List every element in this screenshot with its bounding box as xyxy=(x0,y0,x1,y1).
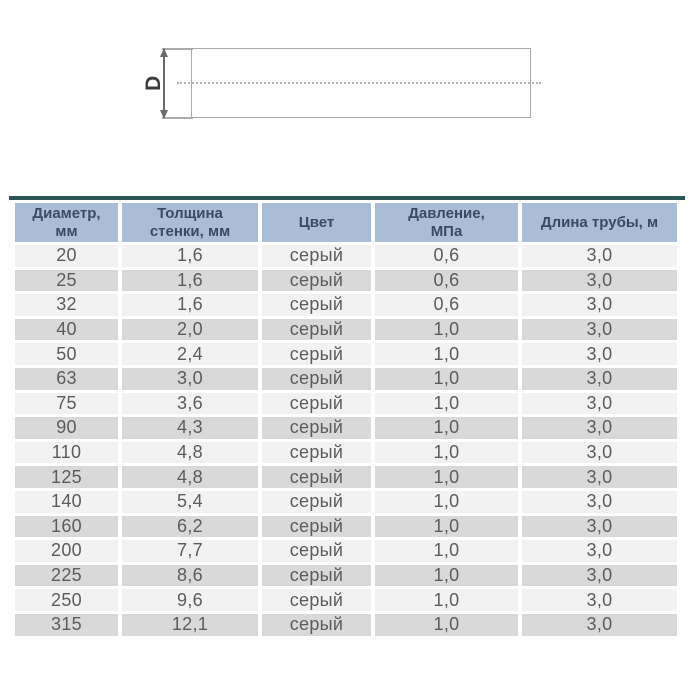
table-cell: 4,3 xyxy=(122,417,258,439)
table-cell: серый xyxy=(262,515,371,538)
arrow-up-icon xyxy=(159,48,168,57)
table-cell: 3,0 xyxy=(122,367,258,390)
table-cell: серый xyxy=(262,564,371,587)
diameter-label: D xyxy=(142,75,165,91)
table-cell: 75 xyxy=(15,392,118,415)
table-cell: 3,0 xyxy=(522,564,677,587)
table-cell: серый xyxy=(262,318,371,341)
table-cell: 3,0 xyxy=(522,589,677,611)
table-cell: серый xyxy=(262,540,371,562)
table-cell: 1,0 xyxy=(375,613,518,636)
table-cell: 4,8 xyxy=(122,441,258,464)
col-header-color: Цвет xyxy=(262,203,371,242)
table-cell: серый xyxy=(262,294,371,316)
extension-line-bottom xyxy=(162,117,193,119)
table-cell: 5,4 xyxy=(122,490,258,513)
table-cell: 1,0 xyxy=(375,343,518,365)
table-accent-bar xyxy=(9,196,685,200)
table-cell: 25 xyxy=(15,269,118,292)
table-cell: 6,2 xyxy=(122,515,258,538)
table-cell: 3,0 xyxy=(522,490,677,513)
pipe-spec-table: Диаметр, мм Толщина стенки, мм Цвет Давл… xyxy=(15,203,677,636)
table-cell: серый xyxy=(262,392,371,415)
table-cell: 3,0 xyxy=(522,392,677,415)
table-cell: серый xyxy=(262,269,371,292)
table-cell: 125 xyxy=(15,466,118,488)
table-cell: 250 xyxy=(15,589,118,611)
extension-line-top xyxy=(162,48,193,50)
table-cell: 110 xyxy=(15,441,118,464)
table-cell: 7,7 xyxy=(122,540,258,562)
table-cell: 1,0 xyxy=(375,441,518,464)
col-header-pressure: Давление, МПа xyxy=(375,203,518,242)
table-cell: 1,6 xyxy=(122,269,258,292)
table-cell: 4,8 xyxy=(122,466,258,488)
arrow-down-icon xyxy=(159,110,168,119)
table-cell: 2,4 xyxy=(122,343,258,365)
table-cell: 20 xyxy=(15,245,118,267)
table-cell: серый xyxy=(262,490,371,513)
table-cell: 160 xyxy=(15,515,118,538)
table-cell: 3,6 xyxy=(122,392,258,415)
table-cell: 3,0 xyxy=(522,417,677,439)
table-cell: 1,6 xyxy=(122,294,258,316)
table-cell: 3,0 xyxy=(522,540,677,562)
table-cell: 3,0 xyxy=(522,466,677,488)
table-cell: 225 xyxy=(15,564,118,587)
col-header-wall-thickness: Толщина стенки, мм xyxy=(122,203,258,242)
table-cell: 3,0 xyxy=(522,441,677,464)
table-cell: 3,0 xyxy=(522,245,677,267)
col-header-pipe-length: Длина трубы, м xyxy=(522,203,677,242)
table-cell: 3,0 xyxy=(522,269,677,292)
table-cell: 1,0 xyxy=(375,490,518,513)
table-cell: серый xyxy=(262,589,371,611)
table-cell: серый xyxy=(262,343,371,365)
table-cell: 0,6 xyxy=(375,294,518,316)
table-cell: 1,0 xyxy=(375,392,518,415)
table-cell: 3,0 xyxy=(522,515,677,538)
table-cell: 2,0 xyxy=(122,318,258,341)
table-cell: серый xyxy=(262,441,371,464)
table-cell: 1,0 xyxy=(375,417,518,439)
table-cell: 1,0 xyxy=(375,515,518,538)
table-cell: 0,6 xyxy=(375,269,518,292)
table-cell: 140 xyxy=(15,490,118,513)
table-cell: 200 xyxy=(15,540,118,562)
table-cell: 12,1 xyxy=(122,613,258,636)
table-cell: серый xyxy=(262,245,371,267)
table-cell: 8,6 xyxy=(122,564,258,587)
table-cell: серый xyxy=(262,613,371,636)
table-cell: 1,0 xyxy=(375,466,518,488)
table-cell: 1,6 xyxy=(122,245,258,267)
table-cell: 315 xyxy=(15,613,118,636)
table-cell: 3,0 xyxy=(522,613,677,636)
pipe-centerline xyxy=(177,82,541,84)
table-cell: 63 xyxy=(15,367,118,390)
table-cell: 3,0 xyxy=(522,343,677,365)
table-cell: 1,0 xyxy=(375,367,518,390)
dimension-line xyxy=(159,48,168,119)
table-cell: 1,0 xyxy=(375,540,518,562)
table-cell: 3,0 xyxy=(522,294,677,316)
col-header-diameter: Диаметр, мм xyxy=(15,203,118,242)
table-cell: 3,0 xyxy=(522,318,677,341)
table-cell: серый xyxy=(262,417,371,439)
table-cell: 1,0 xyxy=(375,318,518,341)
table-cell: 50 xyxy=(15,343,118,365)
table-cell: 90 xyxy=(15,417,118,439)
table-cell: 3,0 xyxy=(522,367,677,390)
table-cell: серый xyxy=(262,466,371,488)
table-cell: 9,6 xyxy=(122,589,258,611)
table-cell: 1,0 xyxy=(375,589,518,611)
table-cell: 1,0 xyxy=(375,564,518,587)
table-cell: 32 xyxy=(15,294,118,316)
table-cell: серый xyxy=(262,367,371,390)
table-cell: 0,6 xyxy=(375,245,518,267)
table-cell: 40 xyxy=(15,318,118,341)
